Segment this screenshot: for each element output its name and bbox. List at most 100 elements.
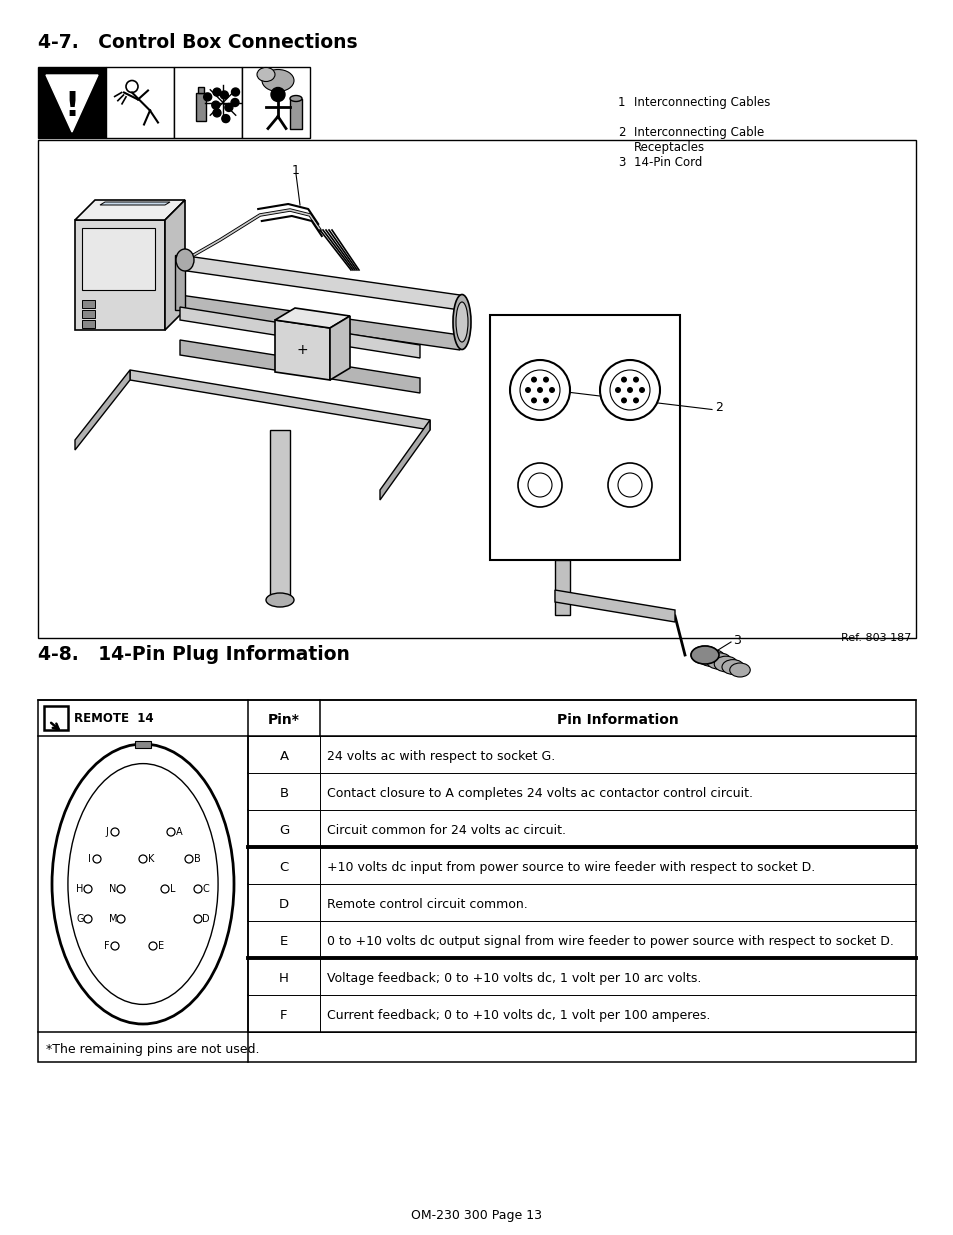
Ellipse shape [52,743,233,1024]
Text: 2: 2 [618,126,625,140]
Polygon shape [555,590,675,622]
Polygon shape [82,300,95,308]
Circle shape [607,463,651,508]
Circle shape [167,827,174,836]
Ellipse shape [729,663,749,677]
Circle shape [633,377,639,383]
Circle shape [517,463,561,508]
Ellipse shape [175,249,193,270]
Ellipse shape [721,659,743,674]
Text: L: L [170,884,175,894]
Text: +: + [295,343,308,357]
Text: F: F [104,941,110,951]
Polygon shape [270,430,290,600]
Text: 2: 2 [714,401,722,414]
Text: 14-Pin Cord: 14-Pin Cord [634,156,701,169]
Circle shape [639,387,644,393]
Polygon shape [555,559,569,615]
Circle shape [519,370,559,410]
Polygon shape [379,420,430,500]
Text: B: B [193,853,200,864]
Bar [490,315,679,559]
Polygon shape [75,220,165,330]
Circle shape [117,915,125,923]
Circle shape [633,398,639,404]
Bar [38,700,915,1062]
Circle shape [531,398,537,404]
Circle shape [271,88,285,101]
Circle shape [117,885,125,893]
Circle shape [212,101,219,109]
Circle shape [626,387,633,393]
Text: E: E [158,941,164,951]
Circle shape [542,398,548,404]
Text: E: E [279,935,288,948]
Ellipse shape [714,656,737,672]
Circle shape [620,377,626,383]
Circle shape [193,885,202,893]
Bar [44,706,68,730]
Circle shape [620,398,626,404]
Circle shape [193,915,202,923]
Text: REMOTE  14: REMOTE 14 [74,713,153,725]
Text: !: ! [65,90,79,124]
Polygon shape [100,203,170,205]
Polygon shape [75,370,130,450]
Circle shape [527,473,552,496]
Polygon shape [180,254,459,310]
Text: B: B [279,787,288,800]
Text: M: M [109,914,117,924]
Text: Remote control circuit common.: Remote control circuit common. [327,898,527,911]
Text: Current feedback; 0 to +10 volts dc, 1 volt per 100 amperes.: Current feedback; 0 to +10 volts dc, 1 v… [327,1009,710,1023]
Polygon shape [82,320,95,329]
Bar [242,67,310,138]
Ellipse shape [456,303,468,342]
Text: Interconnecting Cable
Receptacles: Interconnecting Cable Receptacles [634,126,763,154]
Polygon shape [174,254,185,310]
Circle shape [510,359,569,420]
Circle shape [161,885,169,893]
Bar [135,741,151,748]
Circle shape [599,359,659,420]
Circle shape [548,387,555,393]
Circle shape [524,387,531,393]
Circle shape [220,91,228,99]
Circle shape [111,827,119,836]
Text: F: F [280,1009,288,1023]
Circle shape [203,93,212,101]
Circle shape [84,915,91,923]
Text: 1: 1 [618,96,625,109]
Bar [195,93,206,121]
Circle shape [222,115,230,122]
Circle shape [225,104,233,111]
Text: 4-8.   14-Pin Plug Information: 4-8. 14-Pin Plug Information [38,645,350,664]
Ellipse shape [453,294,471,350]
Text: *The remaining pins are not used.: *The remaining pins are not used. [46,1042,259,1056]
Text: Contact closure to A completes 24 volts ac contactor control circuit.: Contact closure to A completes 24 volts … [327,787,752,800]
Text: G: G [76,914,84,924]
Ellipse shape [698,650,724,667]
Ellipse shape [706,653,731,669]
Polygon shape [82,228,154,290]
Circle shape [231,99,239,106]
Text: Pin*: Pin* [268,713,299,727]
Text: N: N [110,884,116,894]
Text: Pin Information: Pin Information [557,713,679,727]
Polygon shape [75,200,185,220]
Text: Interconnecting Cables: Interconnecting Cables [634,96,770,109]
Circle shape [139,855,147,863]
Ellipse shape [266,593,294,606]
Circle shape [537,387,542,393]
Text: 24 volts ac with respect to socket G.: 24 volts ac with respect to socket G. [327,750,555,763]
Text: G: G [278,824,289,837]
Bar [106,67,173,138]
Text: A: A [279,750,288,763]
Circle shape [92,855,101,863]
Text: D: D [278,898,289,911]
Bar [38,67,106,138]
Polygon shape [180,308,419,358]
Text: 0 to +10 volts dc output signal from wire feeder to power source with respect to: 0 to +10 volts dc output signal from wir… [327,935,893,948]
Circle shape [609,370,649,410]
Text: 3: 3 [618,156,625,169]
Text: A: A [175,827,182,837]
